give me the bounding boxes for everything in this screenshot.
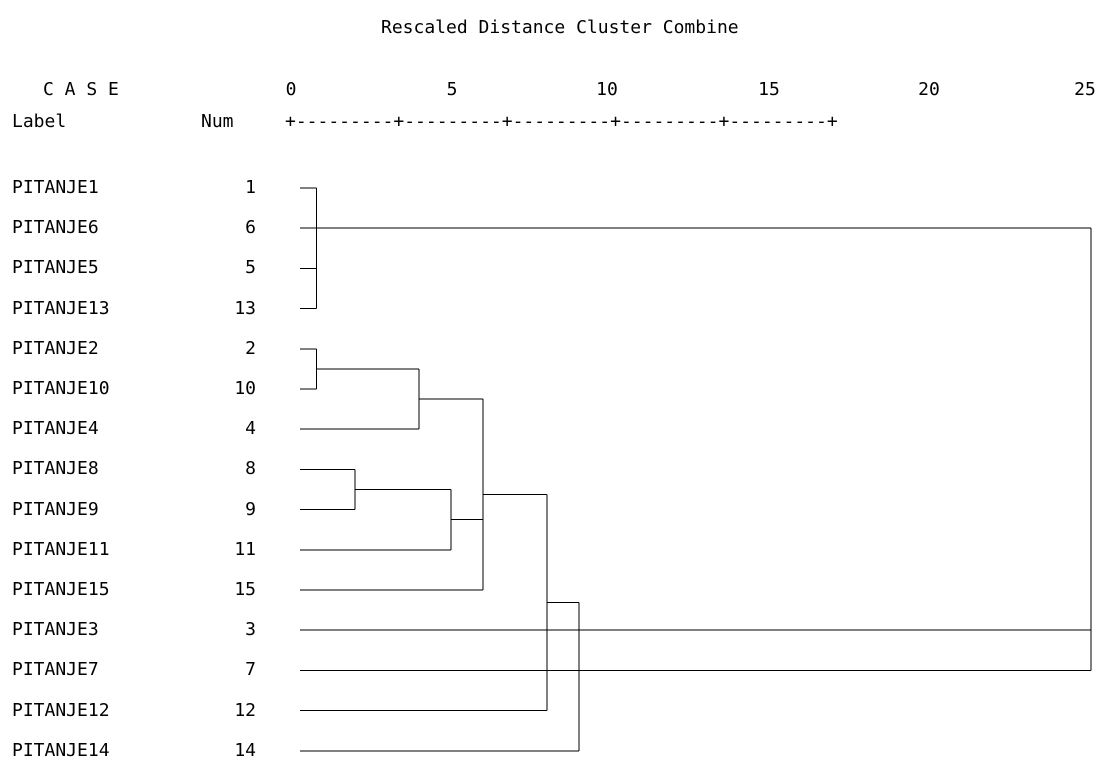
case-number: 8 [245,458,256,480]
axis-tick-10: 10 [596,79,618,100]
case-number: 3 [245,619,256,641]
case-label: PITANJE7 [12,659,99,681]
case-number: 14 [234,739,256,761]
num-column-header: Num [201,111,234,132]
case-number: 4 [245,418,256,440]
case-label: PITANJE4 [12,418,99,440]
case-label: PITANJE14 [12,739,110,761]
case-label: PITANJE5 [12,257,99,279]
case-label: PITANJE11 [12,538,110,560]
axis-tick-0: 0 [285,79,297,100]
case-label: PITANJE3 [12,619,99,641]
case-number: 10 [234,378,256,399]
axis-tick-25: 25 [1074,79,1096,100]
case-number: 5 [245,257,256,279]
case-label: PITANJE8 [12,458,99,480]
case-number: 2 [245,337,256,359]
case-label: PITANJE1 [12,177,99,198]
dendrogram-title: Rescaled Distance Cluster Combine [381,17,739,38]
axis-rule: +---------+---------+---------+---------… [285,111,838,132]
case-label: PITANJE12 [12,699,110,721]
case-number: 9 [245,498,256,520]
case-number: 1 [245,177,256,198]
case-header: C A S E [43,79,119,100]
case-label: PITANJE10 [12,378,110,399]
axis-tick-20: 20 [918,79,940,100]
case-number: 15 [234,579,256,600]
axis-tick-5: 5 [446,79,458,100]
case-label: PITANJE15 [12,579,110,600]
case-label: PITANJE2 [12,337,99,359]
case-label: PITANJE6 [12,217,99,239]
case-label: PITANJE13 [12,297,110,319]
case-number: 13 [234,297,256,319]
case-number: 11 [234,538,256,560]
axis-tick-15: 15 [758,79,780,100]
case-label: PITANJE9 [12,498,99,520]
case-number: 6 [245,217,256,239]
case-number: 12 [234,699,256,721]
case-number: 7 [245,659,256,681]
label-column-header: Label [12,111,67,132]
